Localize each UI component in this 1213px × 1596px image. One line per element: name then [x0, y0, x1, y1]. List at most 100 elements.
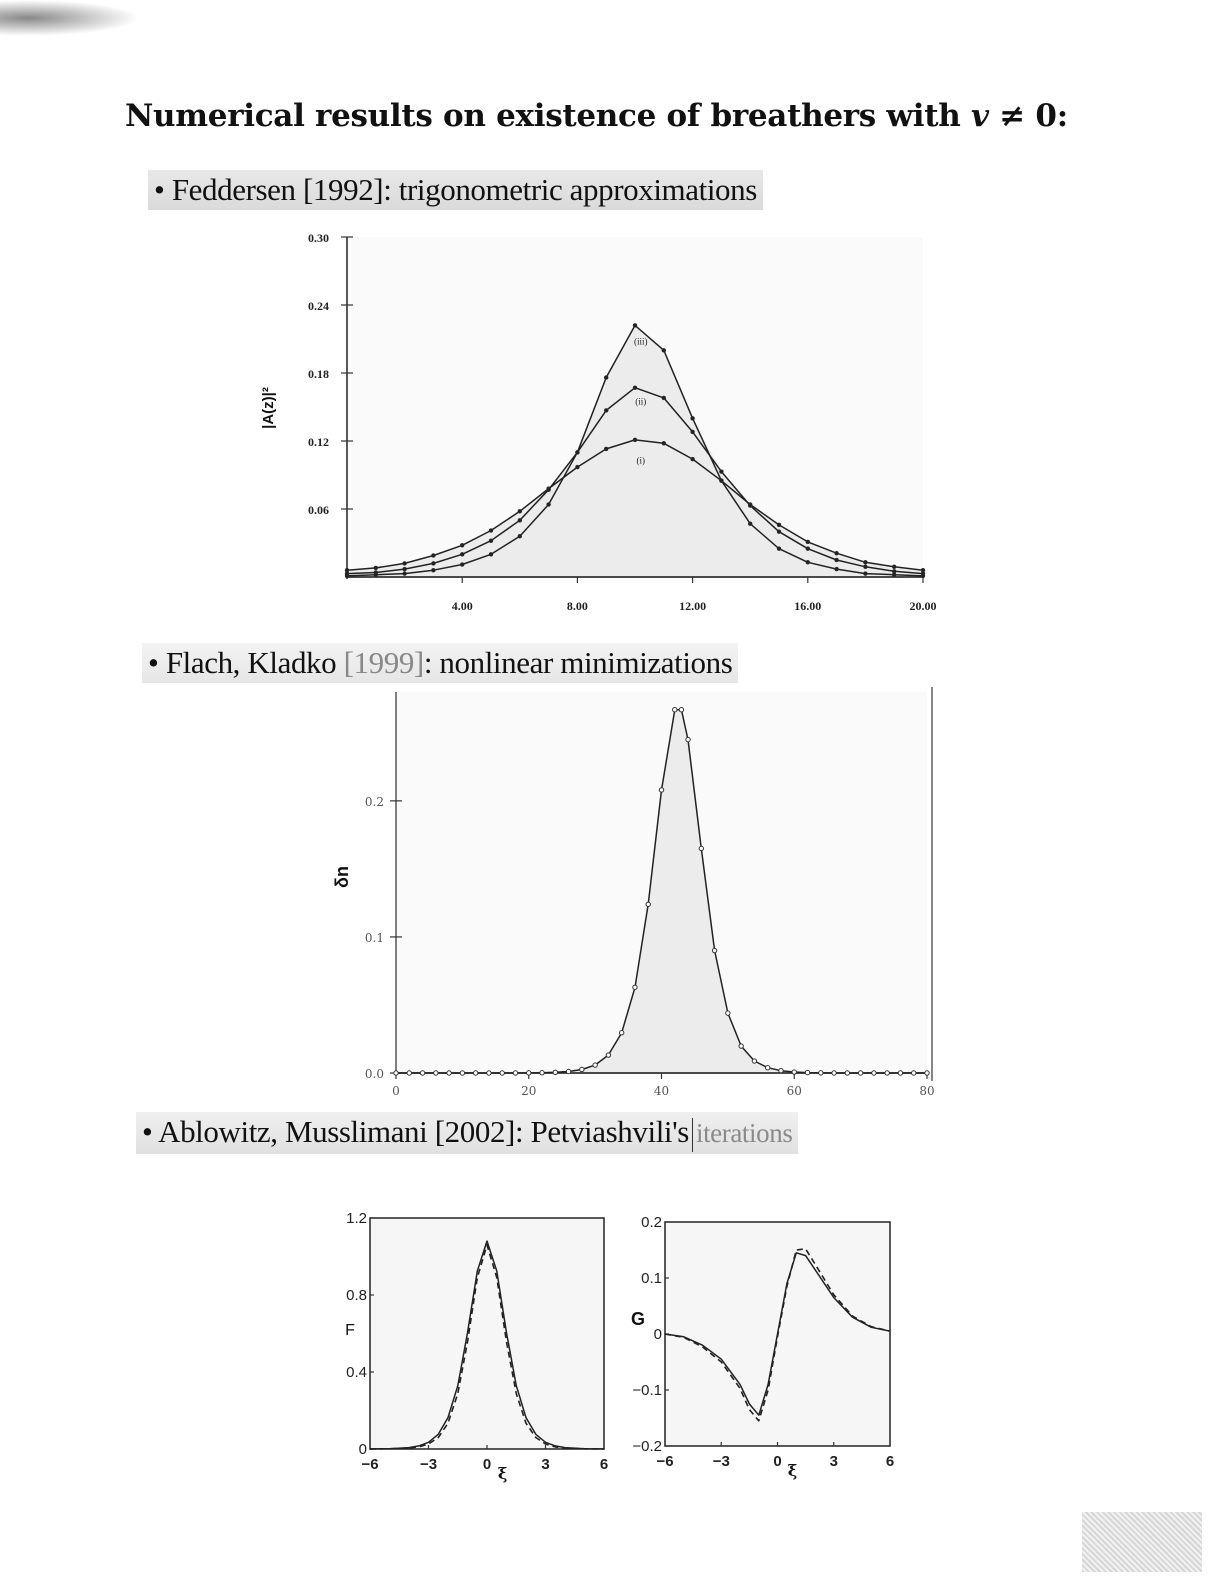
- data-point: [603, 408, 609, 413]
- bullet-year: [2002]: [434, 1114, 516, 1149]
- x-tick-label: −3: [713, 1453, 730, 1470]
- series-label: (i): [637, 456, 646, 466]
- title-variable: v: [971, 98, 989, 134]
- data-point: [891, 572, 897, 577]
- data-point: [690, 416, 695, 421]
- data-point: [711, 947, 718, 954]
- bullet-author: Flach, Kladko: [165, 645, 344, 680]
- data-point: [603, 446, 609, 452]
- plot-background: [370, 1218, 604, 1449]
- series-label: (iii): [634, 337, 648, 347]
- data-point: [459, 552, 465, 557]
- x-tick-label: 20.00: [910, 599, 937, 613]
- x-tick-label: 0: [773, 1453, 781, 1470]
- x-axis-label: ξ: [788, 1461, 797, 1480]
- data-point: [891, 564, 897, 570]
- data-point: [719, 469, 724, 474]
- data-point: [402, 561, 407, 566]
- x-tick-label: 60: [787, 1084, 802, 1098]
- x-tick-label: 80: [919, 1084, 934, 1098]
- chart-3: −6 −3 0 3 6 −0.2 −0.1 0 0.1 0.2 Gξ: [631, 1214, 894, 1480]
- data-point: [603, 375, 609, 380]
- data-point: [605, 1052, 612, 1058]
- slide-title: Numerical results on existence of breath…: [125, 98, 1068, 134]
- data-point: [678, 706, 685, 713]
- data-point: [499, 1070, 505, 1076]
- x-tick-label: −6: [361, 1456, 378, 1473]
- y-tick-label: 0.06: [308, 503, 329, 517]
- bullet-year: [1999]: [343, 645, 425, 680]
- data-point: [776, 546, 782, 551]
- data-point: [818, 1070, 824, 1076]
- y-tick-label: 0.8: [346, 1287, 367, 1304]
- bullet-icon: •: [142, 1114, 153, 1149]
- area-fill: [396, 709, 927, 1073]
- bullet-author: Feddersen: [171, 172, 303, 207]
- bullet-ablowitz-musslimani: • Ablowitz, Musslimani [2002]: Petviashv…: [136, 1112, 799, 1154]
- data-point: [690, 429, 695, 435]
- data-point: [791, 1069, 797, 1075]
- data-point: [512, 1070, 519, 1076]
- x-axis-label: ξ: [498, 1464, 507, 1483]
- series-line-dashed: [369, 1244, 605, 1450]
- y-tick-label: 0.24: [308, 299, 329, 313]
- data-point: [431, 567, 436, 573]
- series-line-dashed: [664, 1248, 891, 1422]
- divider: [691, 1117, 693, 1152]
- data-point: [690, 456, 695, 462]
- data-point: [911, 1070, 917, 1076]
- data-point: [863, 564, 868, 570]
- x-tick-label: 8.00: [567, 599, 588, 613]
- data-point: [431, 561, 436, 566]
- y-tick-label: 0: [359, 1441, 367, 1458]
- data-point: [546, 502, 551, 507]
- bullet-method: : nonlinear minimizations: [423, 645, 733, 680]
- chart-2: −6 −3 0 3 6 0 0.4 0.8 1.2 Fξ: [345, 1210, 608, 1483]
- scan-smudge: [1082, 1512, 1202, 1572]
- data-point: [765, 1064, 771, 1071]
- data-point: [805, 546, 811, 551]
- data-point: [373, 572, 379, 577]
- x-tick-label: −3: [420, 1456, 437, 1473]
- y-tick-label: 0.0: [365, 1067, 384, 1081]
- data-point: [344, 573, 350, 579]
- y-axis-label: δn: [332, 866, 352, 888]
- data-point: [834, 557, 839, 563]
- data-point: [804, 1069, 811, 1076]
- data-point: [486, 1070, 492, 1076]
- y-tick-label: 0.18: [308, 367, 329, 381]
- bullet-year: [1992]: [302, 172, 384, 207]
- data-point: [488, 528, 494, 533]
- y-tick-label: 0.2: [641, 1214, 662, 1231]
- data-point: [419, 1070, 426, 1076]
- data-point: [871, 1070, 877, 1076]
- data-point: [738, 1043, 744, 1049]
- x-tick-label: 12.00: [679, 599, 706, 613]
- data-point: [618, 1030, 625, 1036]
- x-tick-label: −6: [656, 1453, 673, 1470]
- bullet-icon: •: [148, 645, 159, 680]
- data-point: [552, 1069, 558, 1076]
- x-tick-label: 3: [830, 1453, 838, 1470]
- data-point: [805, 539, 811, 545]
- data-point: [645, 901, 651, 907]
- scan-smudge: [0, 0, 140, 36]
- data-point: [751, 1058, 758, 1064]
- data-point: [897, 1070, 904, 1076]
- bullet-icon: •: [154, 172, 165, 207]
- data-point: [658, 787, 665, 793]
- y-tick-label: 0.30: [308, 231, 329, 245]
- y-tick-label: 0.1: [641, 1270, 662, 1287]
- bullet-author: Ablowitz, Musslimani: [158, 1114, 435, 1149]
- data-point: [517, 533, 523, 539]
- data-point: [488, 538, 494, 543]
- title-suffix: ≠ 0:: [988, 98, 1068, 134]
- data-point: [672, 706, 678, 713]
- data-point: [517, 509, 523, 514]
- data-point: [433, 1070, 439, 1076]
- data-point: [526, 1070, 532, 1076]
- area-fill: [347, 325, 923, 577]
- data-point: [776, 529, 782, 534]
- data-point: [632, 984, 638, 990]
- data-point: [402, 571, 407, 576]
